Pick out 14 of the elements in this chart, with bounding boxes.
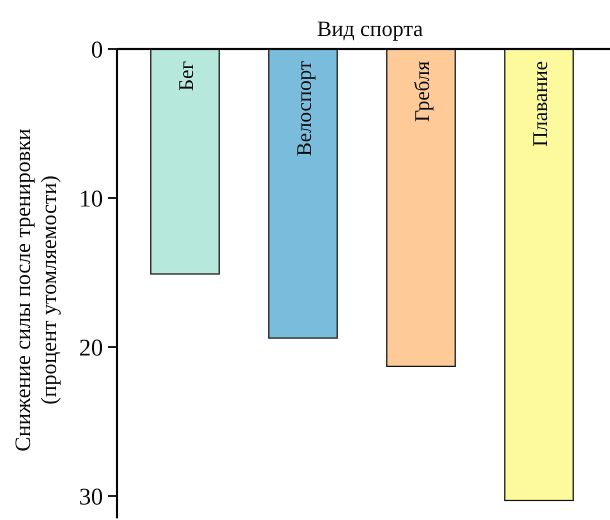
y-tick-label: 10 xyxy=(79,186,103,212)
bar xyxy=(386,48,456,368)
x-tick-label: Гребля xyxy=(410,60,434,122)
bar xyxy=(150,48,220,275)
x-axis-title: Вид спорта xyxy=(316,16,424,41)
y-tick-label: 30 xyxy=(79,484,103,510)
y-axis-title: Снижение силы после тренировки (процент утомляемости) xyxy=(10,128,61,452)
y-tick-label: 20 xyxy=(79,335,103,362)
bar xyxy=(268,48,338,339)
x-tick-label: Велоспорт xyxy=(292,61,316,156)
bar xyxy=(504,48,574,502)
x-tick-label: Плавание xyxy=(528,61,552,147)
y-tick-label: 0 xyxy=(91,37,103,64)
x-tick-label: Бег xyxy=(174,60,198,91)
